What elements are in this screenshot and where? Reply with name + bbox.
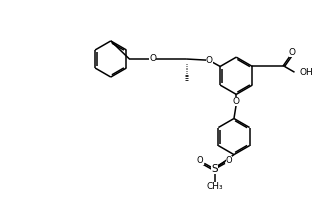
Text: S: S <box>211 164 218 174</box>
Text: O: O <box>289 48 296 57</box>
Text: O: O <box>206 56 213 65</box>
Text: O: O <box>149 55 156 64</box>
Text: O: O <box>233 97 240 106</box>
Text: O: O <box>197 156 204 165</box>
Text: OH: OH <box>300 68 313 77</box>
Text: CH₃: CH₃ <box>206 182 223 191</box>
Text: O: O <box>226 156 232 165</box>
